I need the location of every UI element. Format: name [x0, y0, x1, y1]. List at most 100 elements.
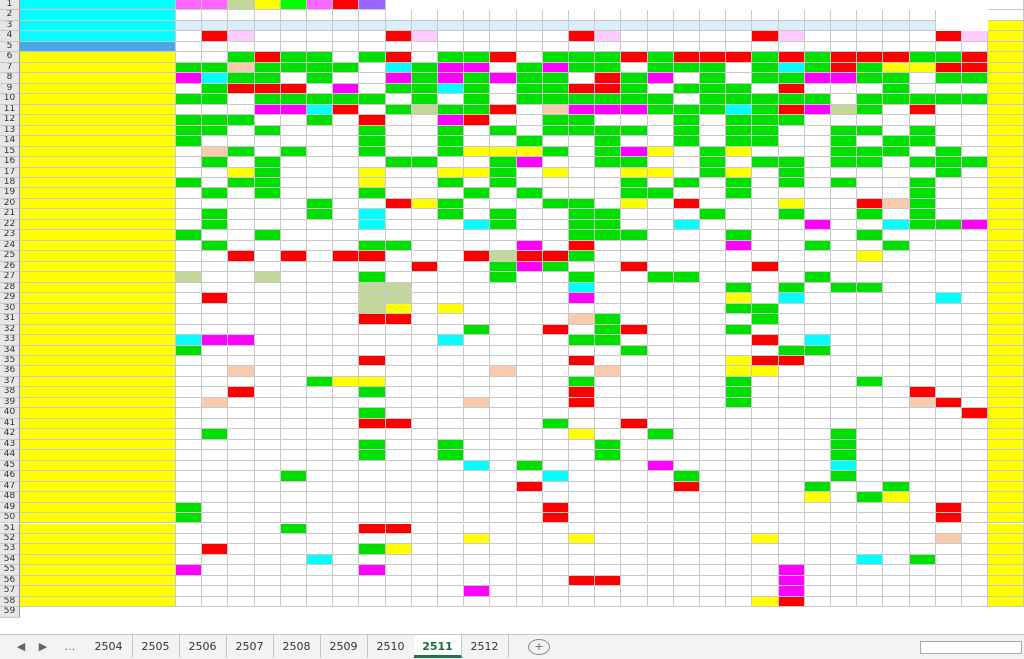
member-name[interactable]: [20, 62, 176, 74]
attendance-cell[interactable]: [254, 460, 281, 472]
attendance-cell[interactable]: [621, 565, 648, 576]
attendance-cell[interactable]: [385, 408, 412, 419]
attendance-cell[interactable]: [726, 240, 753, 252]
attendance-cell[interactable]: [569, 544, 596, 555]
temp-label[interactable]: [20, 10, 176, 21]
attendance-cell[interactable]: [490, 460, 517, 472]
attendance-cell[interactable]: [935, 251, 962, 262]
attendance-cell[interactable]: [647, 230, 674, 241]
attendance-cell[interactable]: [516, 104, 543, 116]
attendance-cell[interactable]: [962, 523, 989, 534]
attendance-cell[interactable]: [647, 198, 674, 210]
attendance-cell[interactable]: [726, 324, 753, 336]
member-total[interactable]: [988, 387, 1024, 398]
attendance-cell[interactable]: [621, 83, 648, 95]
attendance-cell[interactable]: [831, 146, 858, 158]
attendance-cell[interactable]: [359, 460, 386, 472]
attendance-cell[interactable]: [280, 83, 307, 95]
attendance-cell[interactable]: [778, 439, 805, 451]
attendance-cell[interactable]: [647, 52, 674, 63]
attendance-cell[interactable]: [621, 450, 648, 461]
attendance-cell[interactable]: [909, 387, 936, 398]
weather-cell[interactable]: [490, 20, 517, 32]
attendance-cell[interactable]: [569, 366, 596, 377]
attendance-cell[interactable]: [831, 293, 858, 304]
attendance-cell[interactable]: [831, 492, 858, 503]
attendance-cell[interactable]: [752, 376, 779, 388]
attendance-cell[interactable]: [280, 513, 307, 524]
attendance-cell[interactable]: [804, 387, 831, 398]
attendance-cell[interactable]: [804, 565, 831, 576]
row-header[interactable]: 38: [0, 387, 20, 398]
attendance-cell[interactable]: [778, 303, 805, 315]
attendance-cell[interactable]: [202, 62, 229, 74]
attendance-cell[interactable]: [726, 513, 753, 524]
attendance-cell[interactable]: [726, 533, 753, 545]
attendance-cell[interactable]: [542, 261, 569, 273]
attendance-cell[interactable]: [569, 136, 596, 147]
attendance-cell[interactable]: [831, 533, 858, 545]
attendance-cell[interactable]: [935, 554, 962, 566]
attendance-cell[interactable]: [752, 230, 779, 241]
attendance-cell[interactable]: [333, 73, 360, 84]
attendance-cell[interactable]: [621, 418, 648, 430]
attendance-cell[interactable]: [647, 523, 674, 534]
attendance-cell[interactable]: [857, 544, 884, 555]
attendance-cell[interactable]: [647, 115, 674, 126]
attendance-cell[interactable]: [647, 565, 674, 576]
attendance-cell[interactable]: [935, 355, 962, 367]
attendance-cell[interactable]: [673, 418, 700, 430]
row-header[interactable]: 43: [0, 439, 20, 451]
attendance-cell[interactable]: [542, 219, 569, 231]
attendance-cell[interactable]: [883, 554, 910, 566]
attendance-cell[interactable]: [516, 481, 543, 493]
attendance-cell[interactable]: [333, 240, 360, 252]
row-header[interactable]: 48: [0, 492, 20, 503]
attendance-cell[interactable]: [411, 115, 438, 126]
attendance-cell[interactable]: [516, 366, 543, 377]
attendance-cell[interactable]: [542, 282, 569, 294]
attendance-cell[interactable]: [857, 345, 884, 356]
attendance-cell[interactable]: [962, 575, 989, 587]
attendance-cell[interactable]: [254, 115, 281, 126]
weather-cell[interactable]: [438, 20, 465, 32]
attendance-cell[interactable]: [464, 261, 491, 273]
attendance-cell[interactable]: [909, 450, 936, 461]
attendance-cell[interactable]: [700, 272, 727, 283]
day-number-cell[interactable]: [438, 41, 465, 53]
attendance-cell[interactable]: [542, 481, 569, 493]
attendance-cell[interactable]: [542, 533, 569, 545]
attendance-cell[interactable]: [202, 523, 229, 534]
attendance-cell[interactable]: [935, 157, 962, 168]
attendance-cell[interactable]: [857, 230, 884, 241]
attendance-cell[interactable]: [909, 188, 936, 199]
attendance-cell[interactable]: [962, 125, 989, 137]
attendance-cell[interactable]: [254, 450, 281, 461]
attendance-cell[interactable]: [595, 282, 622, 294]
attendance-cell[interactable]: [778, 429, 805, 440]
attendance-cell[interactable]: [516, 188, 543, 199]
weekday-cell[interactable]: [883, 31, 910, 42]
attendance-cell[interactable]: [202, 471, 229, 482]
weather-cell[interactable]: [778, 20, 805, 32]
attendance-cell[interactable]: [700, 387, 727, 398]
attendance-cell[interactable]: [202, 408, 229, 419]
attendance-cell[interactable]: [909, 366, 936, 377]
member-total[interactable]: [988, 544, 1024, 555]
attendance-cell[interactable]: [595, 575, 622, 587]
attendance-cell[interactable]: [228, 481, 255, 493]
attendance-cell[interactable]: [176, 125, 203, 137]
attendance-cell[interactable]: [804, 52, 831, 63]
attendance-cell[interactable]: [464, 115, 491, 126]
attendance-cell[interactable]: [438, 314, 465, 325]
attendance-cell[interactable]: [621, 188, 648, 199]
attendance-cell[interactable]: [254, 136, 281, 147]
attendance-cell[interactable]: [490, 439, 517, 451]
attendance-cell[interactable]: [307, 209, 334, 220]
attendance-cell[interactable]: [490, 230, 517, 241]
member-total[interactable]: [988, 230, 1024, 241]
member-total[interactable]: [988, 554, 1024, 566]
attendance-cell[interactable]: [176, 471, 203, 482]
attendance-cell[interactable]: [359, 408, 386, 419]
attendance-cell[interactable]: [254, 157, 281, 168]
